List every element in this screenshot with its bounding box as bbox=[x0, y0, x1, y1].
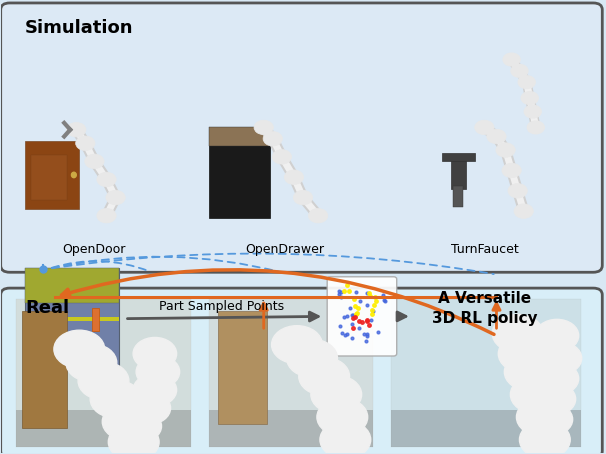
Circle shape bbox=[535, 319, 579, 352]
Text: TurnFaucet: TurnFaucet bbox=[450, 243, 518, 257]
Circle shape bbox=[511, 64, 528, 77]
Circle shape bbox=[272, 150, 291, 164]
Circle shape bbox=[287, 339, 338, 377]
Circle shape bbox=[518, 76, 535, 89]
Circle shape bbox=[498, 335, 549, 373]
FancyBboxPatch shape bbox=[25, 268, 119, 370]
Text: OpenDoor: OpenDoor bbox=[63, 243, 126, 257]
Bar bbox=[442, 153, 475, 161]
Bar bbox=[209, 410, 373, 447]
Circle shape bbox=[54, 330, 105, 368]
Bar bbox=[391, 410, 581, 447]
FancyBboxPatch shape bbox=[10, 12, 188, 254]
Circle shape bbox=[299, 357, 350, 395]
Circle shape bbox=[532, 383, 576, 415]
Circle shape bbox=[508, 183, 527, 198]
Circle shape bbox=[529, 403, 573, 436]
Circle shape bbox=[510, 375, 561, 414]
Circle shape bbox=[503, 53, 520, 66]
Circle shape bbox=[76, 136, 95, 151]
Circle shape bbox=[271, 326, 322, 364]
Circle shape bbox=[133, 337, 176, 370]
Circle shape bbox=[317, 398, 368, 436]
FancyBboxPatch shape bbox=[200, 12, 385, 254]
FancyBboxPatch shape bbox=[1, 3, 602, 272]
Circle shape bbox=[263, 132, 282, 146]
FancyBboxPatch shape bbox=[1, 288, 602, 454]
Circle shape bbox=[106, 190, 125, 205]
FancyBboxPatch shape bbox=[22, 311, 67, 429]
Circle shape bbox=[118, 410, 162, 443]
Circle shape bbox=[523, 424, 567, 454]
Text: OpenDrawer: OpenDrawer bbox=[245, 243, 324, 257]
FancyBboxPatch shape bbox=[25, 141, 79, 209]
Circle shape bbox=[320, 421, 371, 454]
Circle shape bbox=[284, 170, 304, 184]
Circle shape bbox=[67, 123, 86, 137]
Circle shape bbox=[519, 421, 570, 454]
Circle shape bbox=[136, 355, 179, 388]
FancyBboxPatch shape bbox=[218, 311, 267, 424]
Circle shape bbox=[487, 129, 506, 144]
Circle shape bbox=[293, 190, 313, 205]
Circle shape bbox=[97, 208, 116, 223]
Circle shape bbox=[254, 120, 273, 135]
FancyBboxPatch shape bbox=[209, 128, 270, 218]
FancyBboxPatch shape bbox=[209, 128, 270, 146]
Bar bbox=[25, 316, 119, 321]
FancyBboxPatch shape bbox=[16, 300, 191, 447]
Circle shape bbox=[90, 380, 141, 418]
Circle shape bbox=[496, 143, 515, 157]
Circle shape bbox=[127, 392, 171, 424]
Circle shape bbox=[502, 163, 521, 178]
Circle shape bbox=[308, 208, 328, 223]
Circle shape bbox=[538, 342, 582, 375]
Ellipse shape bbox=[72, 172, 76, 178]
Circle shape bbox=[311, 375, 362, 414]
Circle shape bbox=[492, 314, 543, 352]
Circle shape bbox=[524, 105, 541, 118]
Bar bbox=[16, 410, 191, 447]
FancyBboxPatch shape bbox=[25, 268, 119, 303]
FancyBboxPatch shape bbox=[31, 154, 67, 200]
Circle shape bbox=[527, 121, 544, 134]
Bar bbox=[451, 159, 466, 188]
Circle shape bbox=[112, 426, 156, 454]
Bar bbox=[453, 186, 462, 207]
Circle shape bbox=[514, 204, 533, 218]
Circle shape bbox=[102, 403, 153, 441]
Circle shape bbox=[85, 154, 104, 168]
Text: Part Sampled Points: Part Sampled Points bbox=[159, 300, 284, 313]
Text: Real: Real bbox=[25, 300, 69, 317]
Circle shape bbox=[516, 398, 567, 436]
Circle shape bbox=[504, 353, 555, 391]
Bar bbox=[92, 308, 99, 331]
Circle shape bbox=[78, 362, 129, 400]
Circle shape bbox=[133, 374, 176, 406]
Circle shape bbox=[66, 344, 117, 382]
FancyBboxPatch shape bbox=[391, 300, 581, 447]
Circle shape bbox=[535, 362, 579, 395]
FancyBboxPatch shape bbox=[209, 300, 373, 447]
Circle shape bbox=[474, 120, 494, 135]
Circle shape bbox=[97, 172, 116, 187]
Circle shape bbox=[521, 92, 538, 104]
Text: Simulation: Simulation bbox=[25, 19, 133, 37]
FancyBboxPatch shape bbox=[327, 277, 397, 356]
Circle shape bbox=[108, 423, 159, 454]
Text: A Versatile
3D RL policy: A Versatile 3D RL policy bbox=[431, 291, 537, 326]
FancyBboxPatch shape bbox=[394, 12, 587, 254]
